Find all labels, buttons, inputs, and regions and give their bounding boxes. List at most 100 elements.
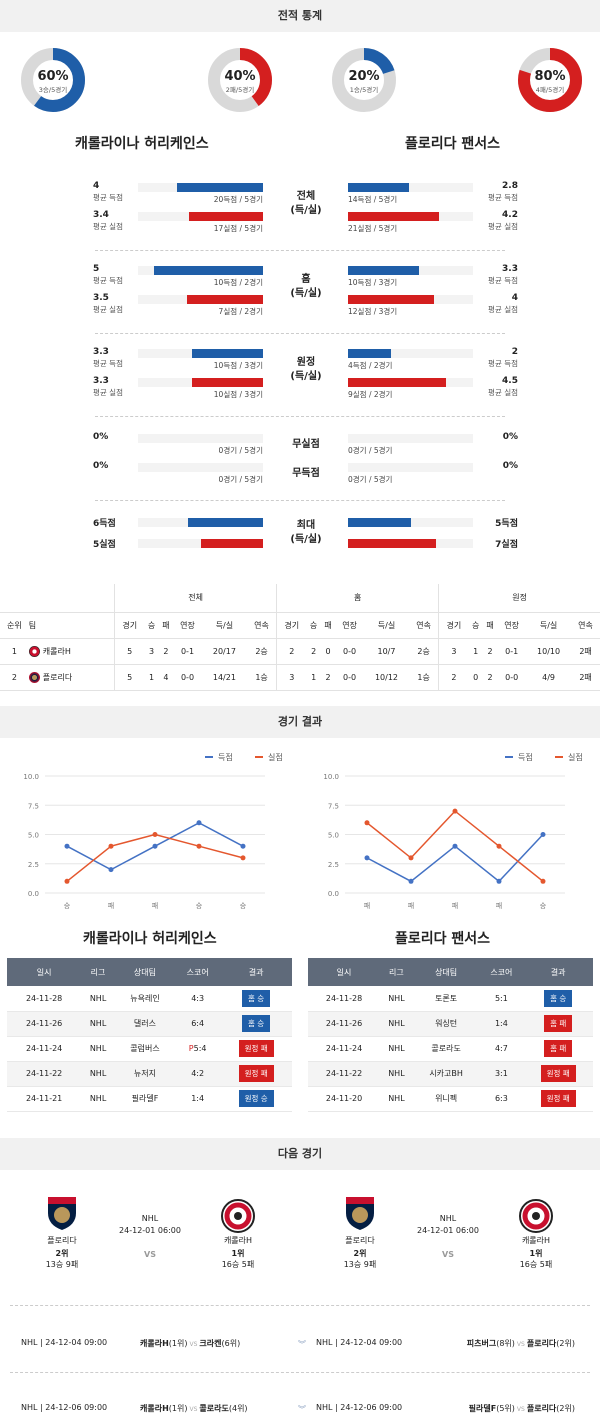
upcoming-match-row[interactable]: NHL | 24-12-04 09:00 캐롤라H(1위) VS 크라켄(6위) ︾ NH…	[0, 1332, 600, 1349]
next-home-record: 13승 9패	[45, 1260, 79, 1269]
data-point[interactable]	[540, 878, 546, 884]
stat-label: 평균 실점	[488, 305, 518, 314]
results-opponent: 위니펙	[412, 1086, 480, 1112]
data-point[interactable]	[196, 820, 202, 826]
standings-row[interactable]: 2 플로리다 5 1 4 0-0 14/21 1승 3 1 2 0-0 10/12 1승 2 0 2 0-0 4/9…	[0, 664, 600, 691]
results-row[interactable]: 24-11-22 NHL 시카고BH 3:1 원정 패	[308, 1061, 593, 1087]
results-row[interactable]: 24-11-21 NHL 필라델F 1:4 원정 승	[7, 1086, 292, 1112]
data-point[interactable]	[408, 855, 414, 861]
data-point[interactable]	[64, 843, 70, 849]
results-row[interactable]: 24-11-24 NHL 콜럼버스 P5:4 원정 패	[7, 1036, 292, 1062]
stat-label: 평균 실점	[93, 305, 123, 314]
data-point[interactable]	[364, 855, 370, 861]
stat-label: 평균 득점	[488, 193, 518, 202]
standings-row[interactable]: 1 캐롤라H 5 3 2 0-1 20/17 2승 2 2 0 0-0 10/7 2승 3 1 2 0-1 10/1…	[0, 638, 600, 665]
data-point[interactable]	[452, 808, 458, 814]
standings-col-header: 득/실	[201, 612, 247, 639]
y-tick-label: 7.5	[28, 802, 39, 810]
upcoming-match-row[interactable]: NHL | 24-12-06 09:00 캐롤라H(1위) VS 콜로라도(4위) ︾ N…	[0, 1397, 600, 1414]
results-opponent: 시카고BH	[412, 1061, 480, 1087]
donut-percent: 60%	[37, 69, 69, 84]
match-team2: 플로리다	[526, 1404, 557, 1413]
chevron-down-icon[interactable]: ︾	[298, 1405, 306, 1414]
hurricanes-logo-icon	[518, 1197, 554, 1235]
next-home-name: 플로리다	[47, 1236, 77, 1245]
stat-category-name: 무득점	[292, 468, 320, 479]
results-score: 6:4	[191, 1019, 205, 1028]
results-score-cell: 6:3	[479, 1086, 524, 1112]
results-row[interactable]: 24-11-20 NHL 위니펙 6:3 원정 패	[308, 1086, 593, 1112]
match-teams: 피츠버그(8위) VS 플로리다(2위)	[467, 1338, 575, 1349]
y-tick-label: 10.0	[323, 773, 339, 781]
stat-caption: 7실점 / 2경기	[218, 307, 263, 316]
results-row[interactable]: 24-11-28 NHL 토론토 5:1 홈 승	[308, 986, 593, 1012]
data-point[interactable]	[108, 867, 114, 873]
data-point[interactable]	[240, 855, 246, 861]
stat-caption: 4득점 / 2경기	[348, 361, 393, 370]
data-point[interactable]	[496, 878, 502, 884]
data-point[interactable]	[540, 832, 546, 837]
donut-ring	[21, 48, 85, 112]
stat-caption: 20득점 / 5경기	[213, 195, 263, 204]
result-badge: 원정 패	[540, 1090, 576, 1107]
standings-cell: 4	[158, 664, 174, 691]
results-table-home: 일시 리그 상대팀 스코어 결과 24-11-28 NHL 뉴욕레인 4:3 홈 승 24-11-2…	[7, 958, 292, 1112]
stat-value: 4	[93, 181, 100, 191]
stat-category-sub: (득/실)	[290, 288, 322, 299]
match-team2-rank: (2위)	[556, 1339, 575, 1348]
results-date: 24-11-20	[308, 1086, 381, 1112]
data-point[interactable]	[108, 843, 114, 849]
stat-label: 평균 실점	[488, 222, 518, 231]
standings-cell: 1	[468, 638, 483, 665]
data-point[interactable]	[452, 843, 458, 849]
results-date: 24-11-22	[7, 1061, 82, 1087]
x-tick-label: 승	[64, 902, 71, 910]
stat-value: 4.5	[502, 376, 518, 386]
x-tick-label: 패	[452, 901, 458, 910]
stat-caption: 0경기 / 5경기	[218, 475, 263, 484]
standings-cell: 2	[0, 664, 29, 691]
results-row[interactable]: 24-11-26 NHL 워싱턴 1:4 홈 패	[308, 1011, 593, 1037]
next-away-rank: 1위	[231, 1249, 245, 1258]
y-tick-label: 5.0	[28, 832, 39, 840]
standings-cell: 3	[276, 664, 307, 691]
stat-bar	[191, 378, 263, 387]
data-point[interactable]	[196, 843, 202, 849]
stat-bar-track	[348, 518, 473, 527]
stat-category: 홈 (득/실)	[286, 273, 326, 301]
match-team2: 플로리다	[526, 1339, 557, 1348]
data-point[interactable]	[64, 878, 70, 884]
match-info: NHL | 24-12-06 09:00	[316, 1403, 403, 1412]
chevron-down-icon[interactable]: ︾	[298, 1340, 306, 1349]
match-team2-rank: (4위)	[228, 1404, 248, 1413]
data-point[interactable]	[496, 843, 502, 849]
data-point[interactable]	[364, 820, 370, 826]
panthers-logo-icon	[28, 671, 40, 683]
match-team2: 콜로라도	[199, 1404, 229, 1413]
results-score: 4:2	[191, 1069, 205, 1078]
stat-bar	[348, 266, 420, 275]
divider	[10, 1372, 590, 1373]
match-team1: 캐롤라H	[140, 1339, 169, 1348]
x-tick-label: 패	[108, 901, 114, 910]
stat-bar	[348, 183, 410, 192]
data-point[interactable]	[152, 843, 158, 849]
standings-cell: 10/12	[363, 664, 409, 691]
results-row[interactable]: 24-11-26 NHL 댈러스 6:4 홈 승	[7, 1011, 292, 1037]
stat-bar	[154, 266, 263, 275]
series-line	[66, 833, 244, 882]
stat-category: 최대 (득/실)	[286, 519, 326, 547]
win-loss-donut: 40% 2패/5경기	[207, 47, 273, 113]
results-row[interactable]: 24-11-24 NHL 콜로라도 4:7 홈 패	[308, 1036, 593, 1062]
standings-cell: 0-0	[497, 664, 527, 691]
data-point[interactable]	[408, 878, 414, 884]
next-away-name: 캐롤라H	[223, 1236, 253, 1245]
results-row[interactable]: 24-11-28 NHL 뉴욕레인 4:3 홈 승	[7, 986, 292, 1012]
standings-cell: 0-0	[335, 664, 364, 691]
results-score-cell: 4:7	[479, 1036, 524, 1062]
data-point[interactable]	[152, 832, 158, 837]
data-point[interactable]	[240, 843, 246, 849]
results-col-header: 상대팀	[114, 958, 176, 986]
results-row[interactable]: 24-11-22 NHL 뉴저지 4:2 원정 패	[7, 1061, 292, 1087]
results-score: 6:3	[494, 1094, 508, 1103]
